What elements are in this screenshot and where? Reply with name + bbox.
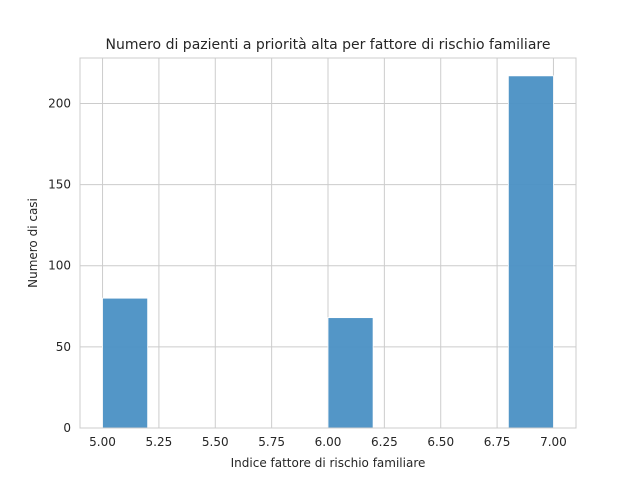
x-tick-label: 5.25 — [146, 435, 173, 449]
y-tick-label: 0 — [63, 421, 71, 435]
x-tick-label: 5.75 — [258, 435, 285, 449]
histogram-bar — [102, 297, 149, 429]
x-tick-label: 5.50 — [202, 435, 229, 449]
x-tick-label: 7.00 — [540, 435, 567, 449]
y-tick-label: 50 — [56, 340, 71, 354]
y-tick-label: 200 — [48, 96, 71, 110]
y-tick-labels: 0 50 100 150 200 — [48, 96, 71, 435]
x-axis-label: Indice fattore di rischio familiare — [231, 456, 426, 470]
x-tick-labels: 5.00 5.25 5.50 5.75 6.00 6.25 6.50 6.75 7.00 — [89, 435, 567, 449]
y-tick-label: 150 — [48, 178, 71, 192]
histogram-bar — [327, 317, 374, 429]
plot-frame — [79, 57, 577, 429]
x-tick-label: 6.50 — [427, 435, 454, 449]
x-tick-label: 5.00 — [89, 435, 116, 449]
y-axis-label: Numero di casi — [26, 198, 40, 288]
x-tick-label: 6.25 — [371, 435, 398, 449]
x-tick-label: 6.75 — [484, 435, 511, 449]
bar-layer — [102, 75, 554, 429]
chart-title: Numero di pazienti a priorità alta per f… — [106, 37, 551, 53]
x-tick-label: 6.00 — [315, 435, 342, 449]
histogram-bar — [507, 75, 554, 429]
y-tick-label: 100 — [48, 259, 71, 273]
